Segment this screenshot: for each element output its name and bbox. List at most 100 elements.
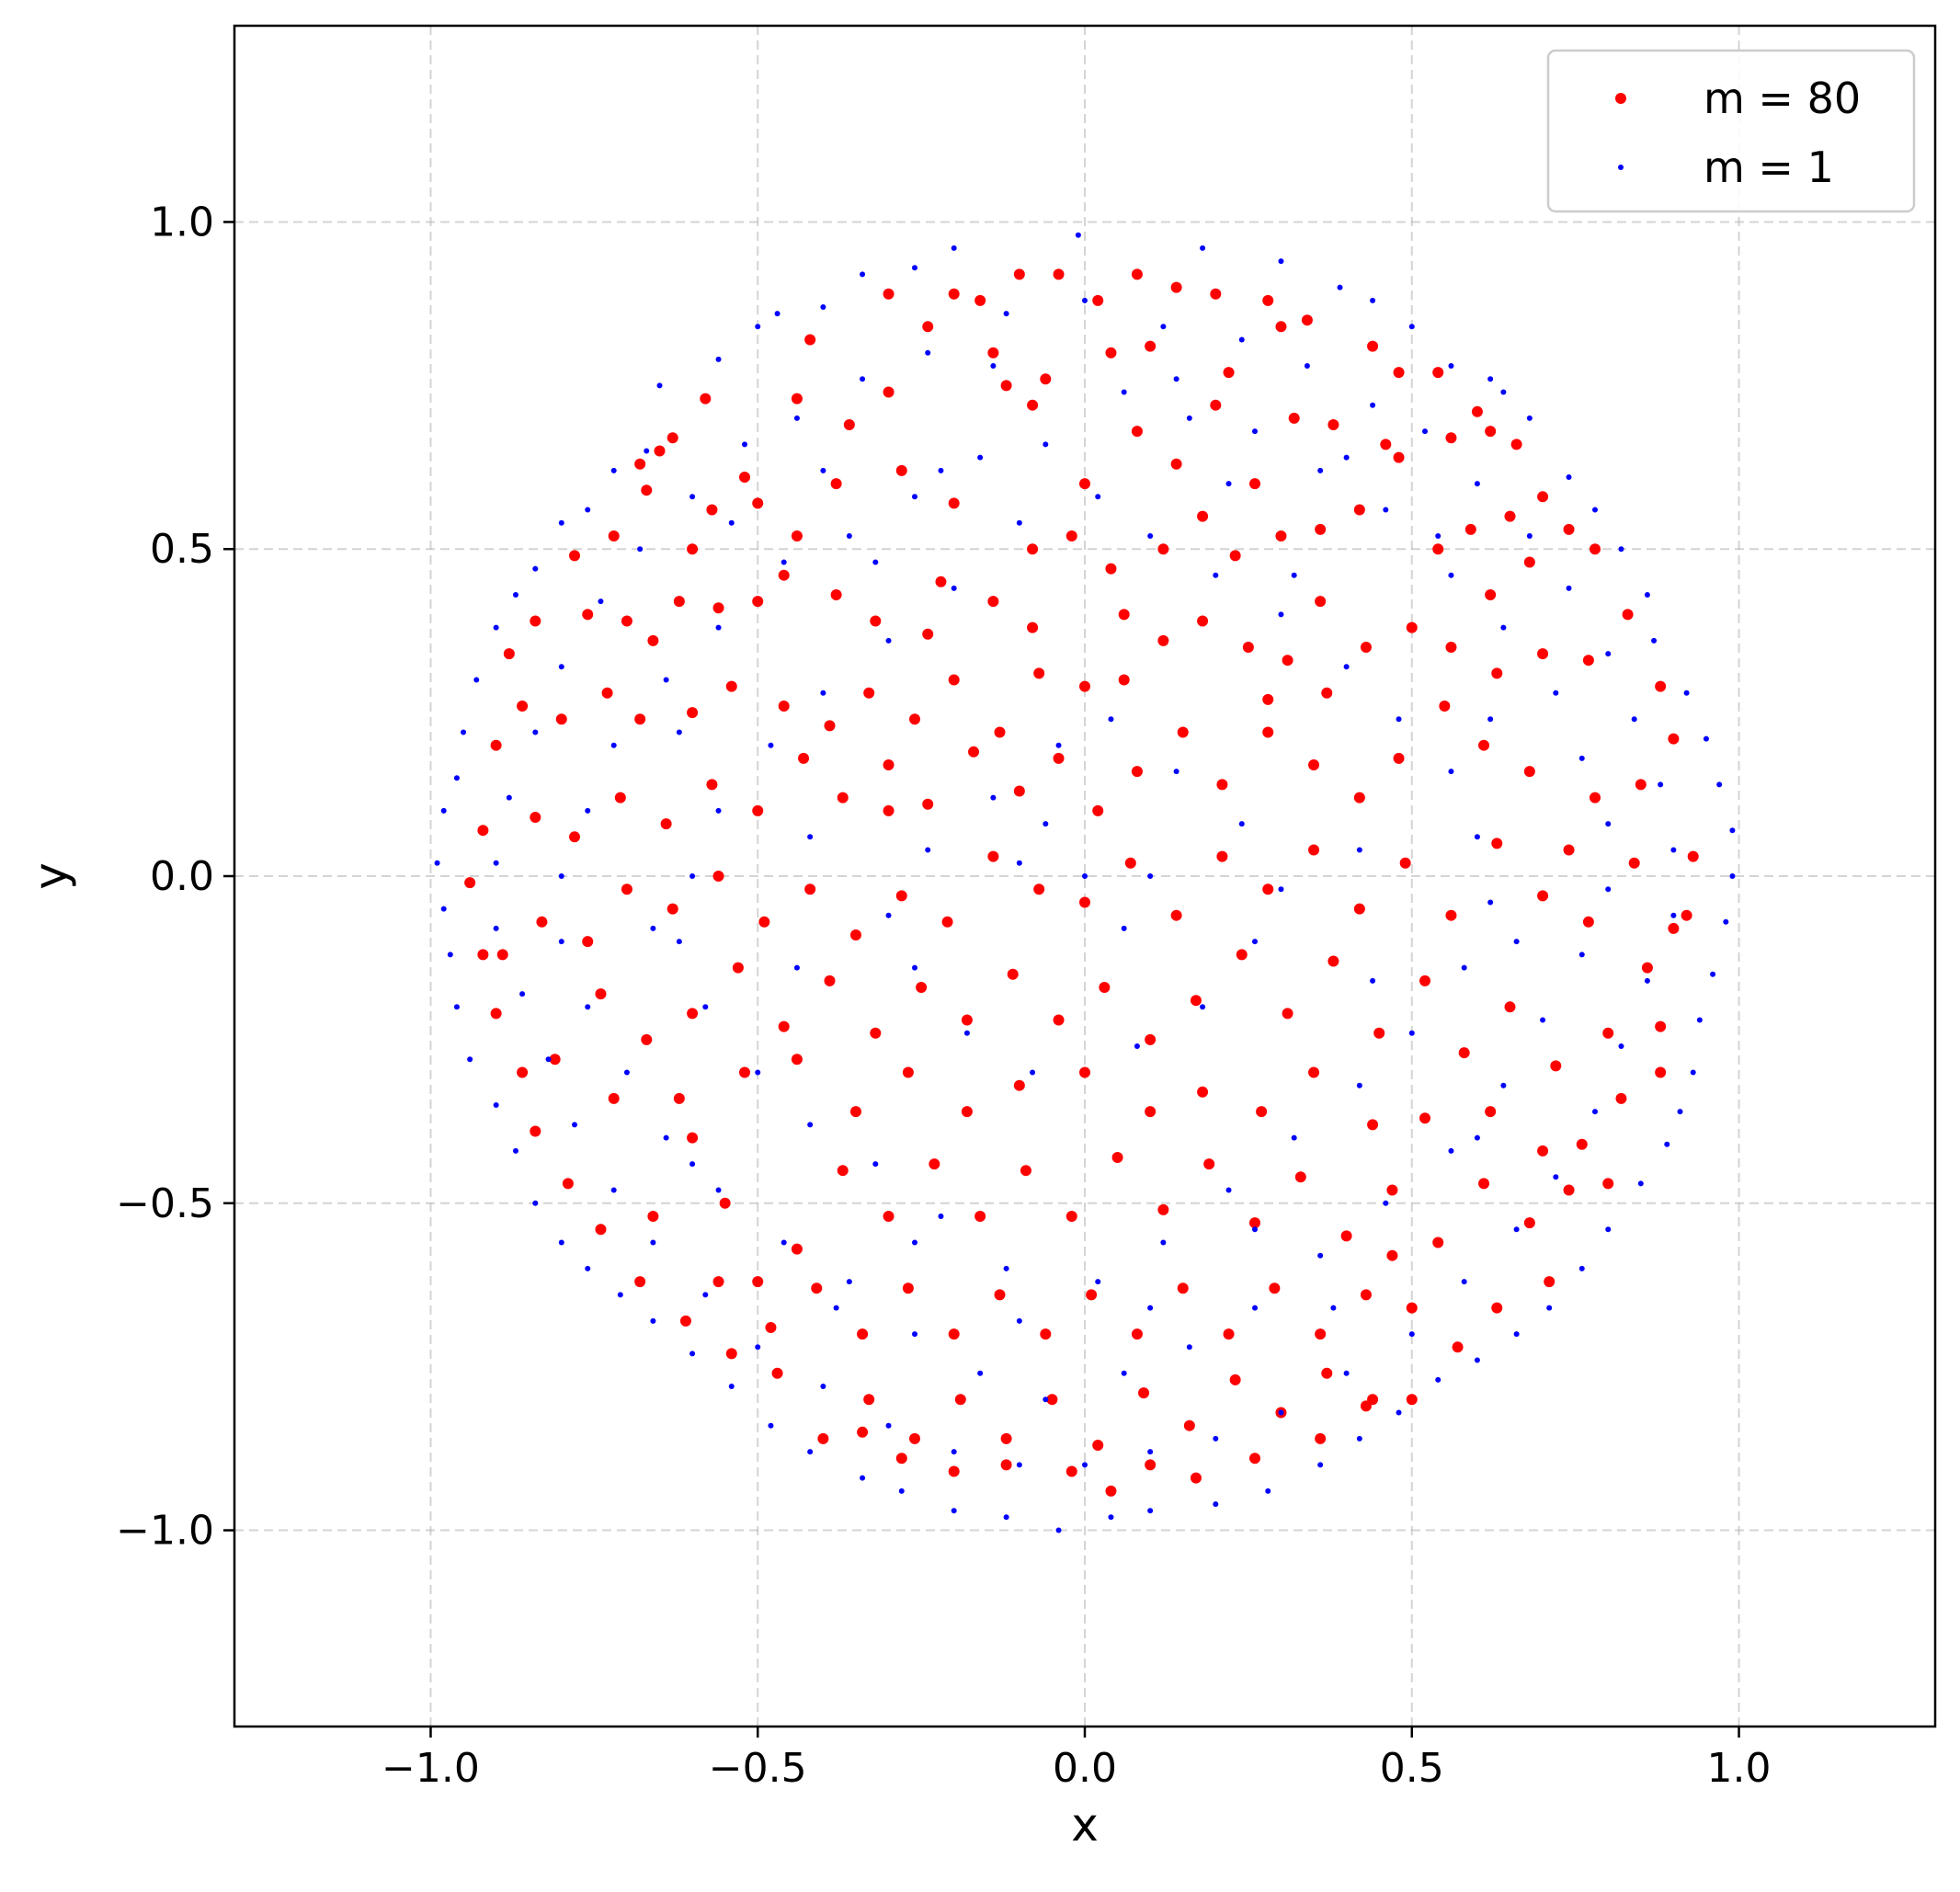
data-point [824, 720, 836, 732]
data-point [1370, 297, 1376, 303]
data-point [1003, 1265, 1009, 1271]
data-point [1668, 733, 1680, 745]
data-point [517, 701, 529, 712]
data-point [938, 467, 944, 473]
data-point [467, 1056, 473, 1063]
data-point [977, 454, 984, 461]
data-point [1487, 376, 1494, 382]
y-tick-label: 0.5 [150, 526, 214, 573]
data-point [1079, 680, 1090, 692]
data-point [1157, 634, 1169, 646]
data-point [1249, 478, 1260, 490]
data-point [1386, 1184, 1398, 1196]
data-point [820, 690, 826, 696]
data-point [1563, 523, 1575, 535]
data-point [1262, 883, 1274, 895]
data-point [1145, 1459, 1157, 1471]
data-point [667, 432, 678, 444]
data-point [530, 811, 541, 823]
data-point [863, 1394, 875, 1406]
data-point [793, 415, 800, 421]
data-point [1464, 523, 1476, 535]
data-point [990, 363, 997, 369]
data-point [1729, 873, 1736, 879]
data-point [1016, 1462, 1022, 1468]
data-point [1173, 376, 1179, 382]
data-point [1448, 769, 1454, 775]
data-point [1252, 428, 1258, 435]
data-point [1282, 1008, 1293, 1020]
data-point [1315, 596, 1327, 608]
data-point [1590, 543, 1601, 555]
data-point [1256, 1106, 1268, 1118]
data-point [948, 1328, 960, 1340]
data-point [1445, 641, 1457, 653]
data-point [536, 916, 548, 928]
data-point [755, 1069, 761, 1076]
data-point [820, 303, 826, 310]
data-point [1670, 912, 1677, 918]
data-point [647, 1211, 659, 1222]
data-point [758, 916, 770, 928]
data-point [1121, 1370, 1127, 1376]
data-point [1043, 821, 1049, 827]
data-point [912, 1239, 917, 1246]
data-point [1408, 1331, 1415, 1338]
data-point [863, 687, 875, 699]
data-point [712, 871, 724, 882]
data-point [1408, 1030, 1415, 1036]
data-point [1628, 857, 1640, 869]
data-point [1065, 1211, 1077, 1222]
data-point [1225, 481, 1232, 487]
data-point [870, 615, 882, 627]
y-tick-label: −0.5 [116, 1180, 214, 1227]
data-point [1170, 909, 1182, 921]
data-point [1053, 1014, 1065, 1026]
data-point [916, 981, 928, 993]
data-point [1108, 716, 1114, 723]
data-point [1007, 968, 1019, 980]
data-point [569, 831, 580, 843]
data-point [1513, 1226, 1520, 1233]
data-point [558, 519, 564, 526]
data-point [656, 382, 663, 389]
data-point [902, 1282, 914, 1294]
data-point [719, 1197, 731, 1209]
data-point [1618, 1043, 1624, 1049]
data-point [961, 1014, 973, 1026]
data-point [1190, 995, 1202, 1007]
data-point [1055, 742, 1062, 748]
data-point [1337, 284, 1343, 291]
x-tick-label: 0.0 [1053, 1745, 1117, 1792]
data-point [1393, 752, 1405, 764]
data-point [1461, 964, 1467, 971]
data-point [922, 321, 934, 333]
data-point [951, 245, 957, 251]
data-point [1396, 1409, 1402, 1416]
data-point [1328, 955, 1339, 967]
data-point [473, 677, 480, 683]
data-point [610, 467, 617, 473]
data-point [885, 912, 892, 918]
y-tick-label: 1.0 [150, 199, 214, 245]
data-point [1422, 428, 1428, 435]
data-point [506, 794, 512, 801]
data-point [654, 445, 666, 457]
data-point [496, 949, 508, 961]
data-point [1145, 1106, 1157, 1118]
data-point [1615, 1092, 1627, 1104]
x-axis-ticks: −1.0 −0.5 0.0 0.5 1.0 [382, 1727, 1772, 1792]
data-point [938, 1214, 944, 1219]
x-tick-label: −0.5 [709, 1745, 807, 1792]
data-point [846, 1279, 852, 1285]
data-point [634, 713, 646, 725]
data-point [1131, 268, 1143, 280]
data-point [1487, 899, 1494, 906]
data-point [732, 962, 744, 974]
data-point [1082, 297, 1088, 303]
data-point [974, 1211, 986, 1222]
data-point [1553, 690, 1559, 696]
data-point [1138, 1387, 1150, 1399]
data-point [1360, 1289, 1372, 1301]
data-point [1030, 1069, 1036, 1076]
